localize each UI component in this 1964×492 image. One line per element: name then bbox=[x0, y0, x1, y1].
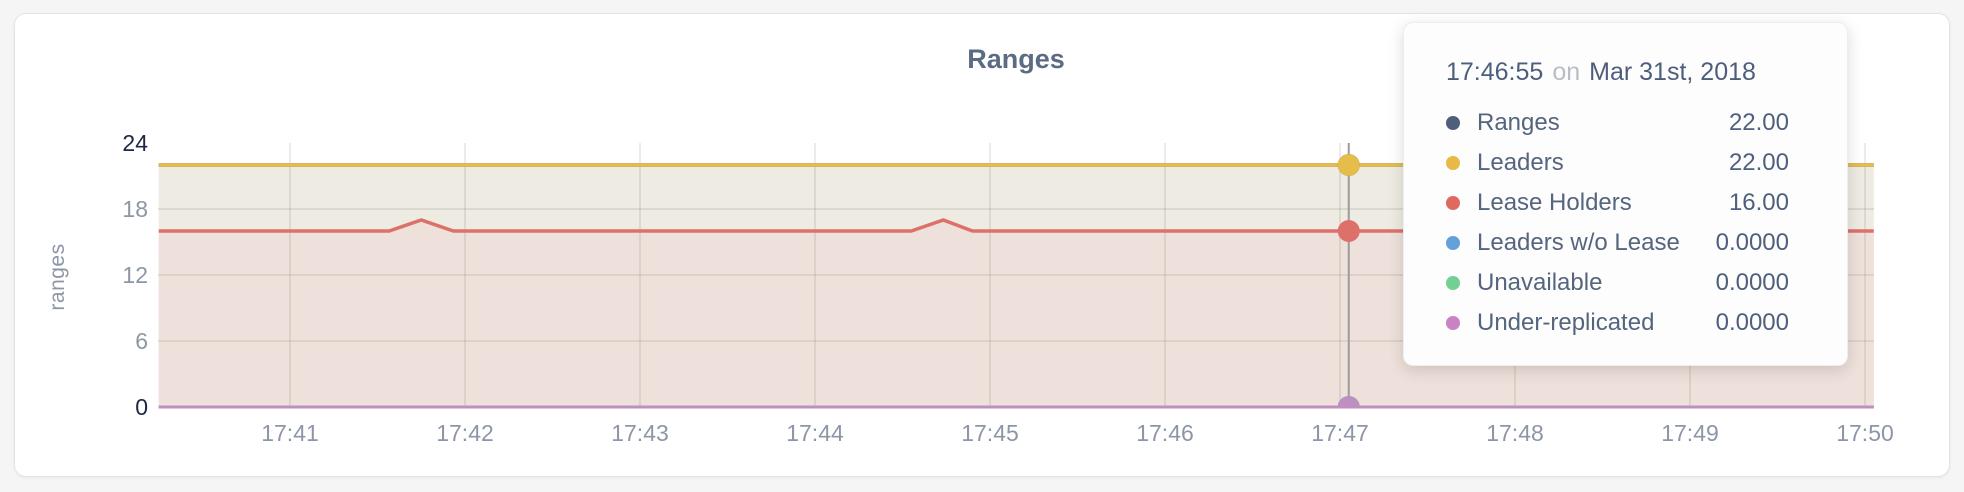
y-tick-label: 0 bbox=[135, 394, 148, 420]
y-tick-label: 12 bbox=[122, 262, 148, 288]
hover-dot-lease-holders bbox=[1337, 220, 1360, 242]
tooltip-row-lease-holders: Lease Holders 16.00 bbox=[1446, 183, 1789, 223]
chart-title: Ranges bbox=[967, 44, 1065, 74]
tooltip-row-ranges: Ranges 22.00 bbox=[1446, 103, 1789, 143]
tooltip-row-label: Leaders bbox=[1477, 149, 1564, 176]
tooltip-row-leaders-wo-lease: Leaders w/o Lease 0.0000 bbox=[1446, 223, 1789, 263]
tooltip-on-word: on bbox=[1552, 58, 1581, 86]
under-replicated-dot-icon bbox=[1446, 316, 1460, 330]
x-tick-label: 17:43 bbox=[611, 420, 669, 446]
y-tick-label: 24 bbox=[122, 130, 148, 156]
x-tick-label: 17:41 bbox=[261, 420, 319, 446]
x-axis-ticks: 17:41 17:42 17:43 17:44 17:45 17:46 17:47 17:48… bbox=[261, 420, 1894, 446]
tooltip-title: 17:46:55 on Mar 31st, 2018 bbox=[1446, 57, 1789, 87]
lease-holders-dot-icon bbox=[1446, 196, 1460, 210]
hover-tooltip: 17:46:55 on Mar 31st, 2018 Ranges 22.00 Le… bbox=[1403, 22, 1848, 366]
x-tick-label: 17:47 bbox=[1311, 420, 1369, 446]
tooltip-row-value: 0.0000 bbox=[1715, 269, 1789, 296]
tooltip-row-unavailable: Unavailable 0.0000 bbox=[1446, 263, 1789, 303]
tooltip-row-under-replicated: Under-replicated 0.0000 bbox=[1446, 303, 1789, 343]
tooltip-row-label: Leaders w/o Lease bbox=[1477, 229, 1680, 256]
tooltip-row-leaders: Leaders 22.00 bbox=[1446, 143, 1789, 183]
x-tick-label: 17:42 bbox=[436, 420, 494, 446]
x-tick-label: 17:45 bbox=[961, 420, 1019, 446]
y-tick-label: 6 bbox=[135, 328, 148, 354]
x-tick-label: 17:44 bbox=[786, 420, 844, 446]
hover-layer bbox=[1337, 143, 1360, 408]
x-tick-label: 17:46 bbox=[1136, 420, 1194, 446]
hover-dot-leaders bbox=[1337, 154, 1360, 176]
leaders-dot-icon bbox=[1446, 156, 1460, 170]
tooltip-row-label: Lease Holders bbox=[1477, 189, 1632, 216]
hover-dot-under-replicated bbox=[1337, 396, 1360, 408]
tooltip-row-value: 0.0000 bbox=[1715, 229, 1789, 256]
tooltip-time: 17:46:55 bbox=[1446, 58, 1544, 86]
x-tick-label: 17:49 bbox=[1661, 420, 1719, 446]
y-axis-ticks: 0 6 12 18 24 bbox=[122, 130, 148, 420]
tooltip-row-label: Under-replicated bbox=[1477, 309, 1655, 336]
tooltip-row-value: 0.0000 bbox=[1715, 309, 1789, 336]
leaders-wo-lease-dot-icon bbox=[1446, 236, 1460, 250]
x-tick-label: 17:48 bbox=[1486, 420, 1544, 446]
unavailable-dot-icon bbox=[1446, 276, 1460, 290]
ranges-dot-icon bbox=[1446, 116, 1460, 130]
tooltip-row-value: 22.00 bbox=[1728, 149, 1789, 176]
tooltip-row-label: Unavailable bbox=[1477, 269, 1603, 296]
series-line-lease-holders bbox=[158, 218, 1874, 233]
tooltip-row-label: Ranges bbox=[1477, 109, 1560, 136]
tooltip-row-value: 22.00 bbox=[1728, 109, 1789, 136]
y-tick-label: 18 bbox=[122, 196, 148, 222]
tooltip-date: Mar 31st, 2018 bbox=[1589, 58, 1756, 86]
tooltip-row-value: 16.00 bbox=[1728, 189, 1789, 216]
x-tick-label: 17:50 bbox=[1836, 420, 1894, 446]
